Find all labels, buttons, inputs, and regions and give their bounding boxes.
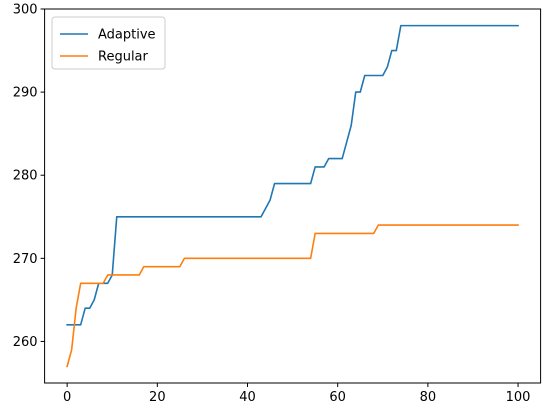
legend: Adaptive Regular	[51, 16, 166, 70]
legend-label-regular: Regular	[98, 50, 149, 65]
x-tick-label: 0	[63, 390, 71, 405]
series-line-regular	[66, 224, 519, 368]
x-tick-label: 100	[506, 390, 531, 405]
plot-frame	[44, 8, 542, 384]
y-tick-label: 280	[13, 169, 38, 184]
axes: 0 20 40 60 80 100 260 270 280 290 300	[13, 3, 531, 406]
plot-background	[44, 9, 541, 383]
x-tick-label: 20	[149, 390, 166, 405]
x-tick-label: 40	[239, 390, 256, 405]
series-line-adaptive	[66, 24, 519, 326]
y-tick-label: 260	[13, 335, 38, 350]
y-tick-label: 270	[13, 252, 38, 267]
x-tick-label: 60	[329, 390, 346, 405]
y-tick-label: 300	[13, 3, 38, 18]
y-tick-label: 290	[13, 86, 38, 101]
x-tick-label: 80	[420, 390, 437, 405]
series-layer	[66, 24, 519, 368]
legend-label-adaptive: Adaptive	[98, 28, 156, 43]
